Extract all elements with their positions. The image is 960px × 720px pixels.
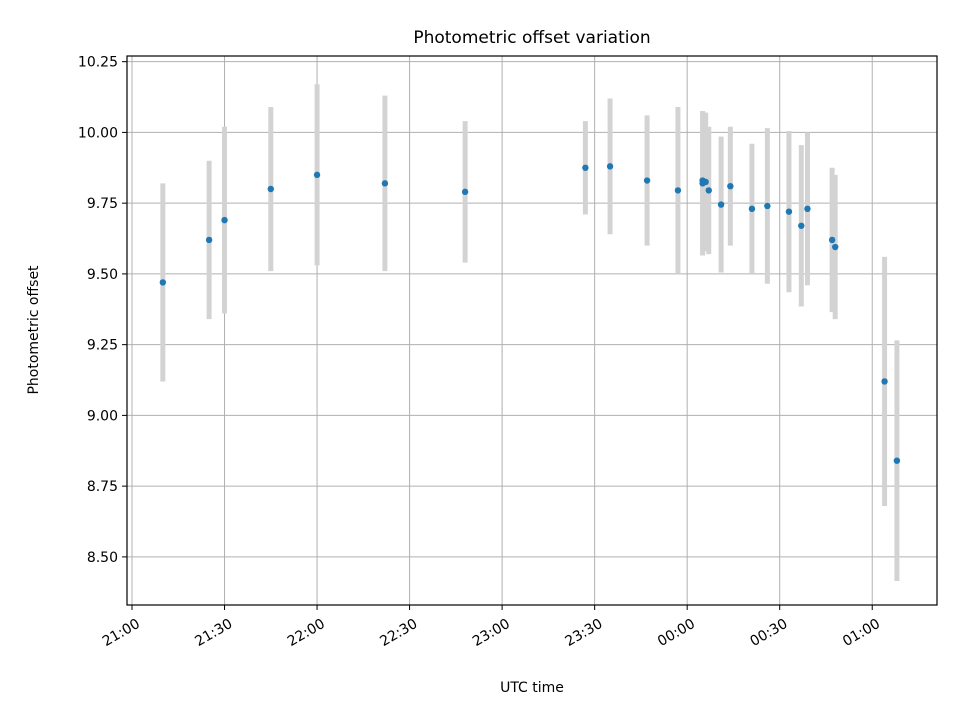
y-tick-label: 8.75 xyxy=(87,479,118,495)
data-point xyxy=(582,164,589,171)
data-point xyxy=(828,236,836,244)
data-point xyxy=(727,182,734,190)
data-point xyxy=(313,171,321,179)
plot-frame xyxy=(126,55,938,606)
data-point xyxy=(381,180,389,187)
x-axis-label: UTC time xyxy=(500,680,564,696)
data-point xyxy=(705,187,712,194)
y-tick-label: 8.50 xyxy=(87,550,118,566)
data-point xyxy=(267,185,274,193)
data-point xyxy=(221,216,228,224)
data-point xyxy=(785,208,793,215)
data-point xyxy=(205,236,213,244)
chart-title: Photometric offset variation xyxy=(413,28,650,48)
data-point xyxy=(893,457,901,464)
y-axis-ticks: 8.50 8.75 9.00 9.25 9.50 9.75 10.00 10.25 xyxy=(78,55,127,566)
y-tick-label: 9.25 xyxy=(87,338,118,354)
y-axis-label: Photometric offset xyxy=(26,265,42,395)
data-points xyxy=(159,163,901,464)
data-point xyxy=(461,188,469,196)
data-point xyxy=(748,205,756,213)
y-tick-label: 9.50 xyxy=(87,267,118,283)
data-point xyxy=(764,202,771,210)
data-point xyxy=(643,177,651,184)
data-point xyxy=(159,279,167,286)
data-point xyxy=(606,163,614,170)
y-tick-label: 10.00 xyxy=(78,125,118,141)
data-point xyxy=(702,178,709,186)
data-point xyxy=(674,187,682,194)
data-point xyxy=(881,378,888,385)
data-point xyxy=(798,222,805,229)
y-tick-label: 9.00 xyxy=(87,408,118,424)
y-tick-label: 9.75 xyxy=(87,196,118,212)
data-point xyxy=(804,205,811,213)
data-point xyxy=(832,243,839,251)
y-tick-label: 10.25 xyxy=(78,55,118,71)
data-point xyxy=(717,201,725,208)
